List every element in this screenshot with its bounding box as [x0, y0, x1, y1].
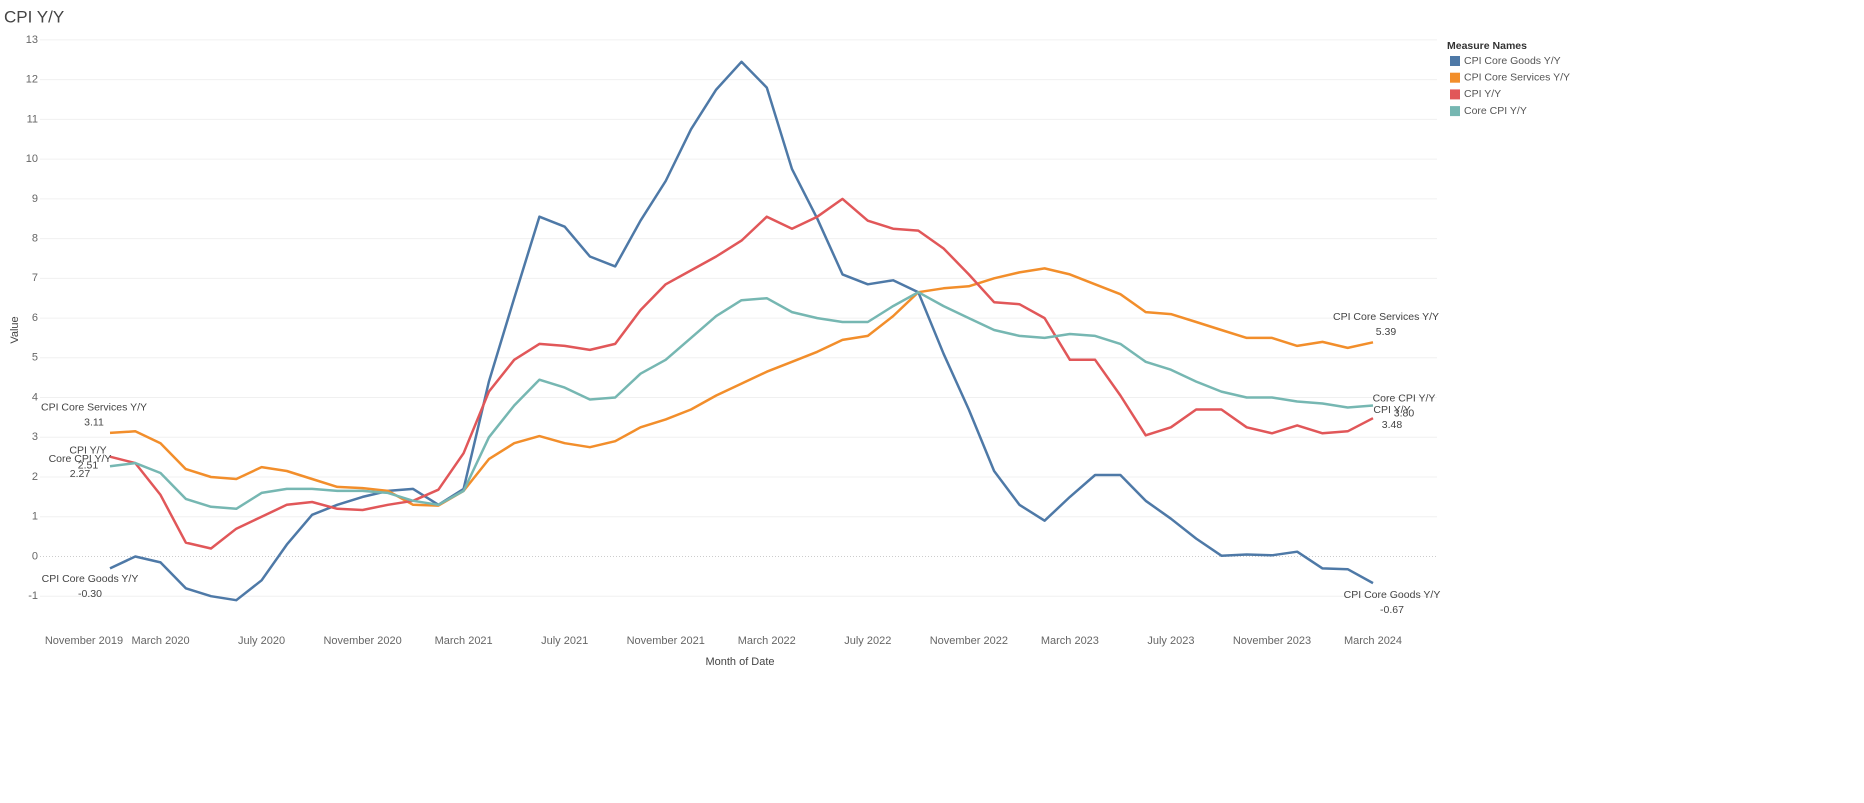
- legend-label: CPI Core Services Y/Y: [1464, 71, 1570, 83]
- x-tick-label: November 2021: [627, 635, 705, 647]
- x-tick-label: March 2024: [1344, 635, 1402, 647]
- x-tick-label: July 2022: [844, 635, 891, 647]
- x-tick-label: March 2020: [131, 635, 189, 647]
- annotation-value: 5.39: [1376, 326, 1397, 338]
- y-tick-label: 13: [26, 34, 38, 46]
- x-tick-label: July 2021: [541, 635, 588, 647]
- annotation-value: 3.11: [84, 417, 104, 429]
- y-tick-label: 1: [32, 511, 38, 523]
- legend-swatch: [1450, 106, 1460, 117]
- y-tick-label: 6: [32, 312, 38, 324]
- annotation-name: CPI Y/Y: [1373, 404, 1410, 416]
- series-line: [109, 197, 1374, 550]
- legend-swatch: [1450, 89, 1460, 100]
- x-tick-label: November 2023: [1233, 635, 1311, 647]
- annotation-value: -0.30: [78, 588, 102, 600]
- y-tick-label: 11: [27, 113, 38, 125]
- series-line: [109, 60, 1374, 602]
- y-tick-label: 4: [32, 391, 38, 403]
- annotation-value: 3.48: [1382, 419, 1403, 431]
- annotation-name: CPI Core Services Y/Y: [1333, 311, 1439, 323]
- annotation-name: CPI Y/Y: [69, 445, 106, 457]
- annotation-name: CPI Core Goods Y/Y: [42, 573, 139, 585]
- x-axis-title: Month of Date: [705, 656, 774, 668]
- x-tick-label: March 2021: [435, 635, 493, 647]
- legend-label: CPI Y/Y: [1464, 88, 1501, 100]
- annotation-value: 3.80: [1394, 407, 1415, 419]
- legend-title: Measure Names: [1447, 40, 1527, 52]
- annotation-value: 2.51: [78, 460, 99, 472]
- y-tick-label: 9: [32, 193, 38, 205]
- x-tick-label: November 2019: [45, 635, 123, 647]
- x-tick-label: March 2023: [1041, 635, 1099, 647]
- series-line: [109, 290, 1374, 511]
- annotation-name: CPI Core Goods Y/Y: [1344, 589, 1441, 601]
- annotation-name: Core CPI Y/Y: [49, 453, 112, 465]
- y-tick-label: 2: [32, 471, 38, 483]
- y-tick-label: 8: [32, 233, 38, 245]
- y-axis-title: Value: [9, 316, 21, 343]
- chart-title: CPI Y/Y: [4, 7, 64, 26]
- x-tick-label: November 2022: [930, 635, 1008, 647]
- annotation-name: CPI Core Services Y/Y: [41, 402, 147, 414]
- legend-label: Core CPI Y/Y: [1464, 105, 1527, 117]
- x-tick-label: July 2023: [1147, 635, 1194, 647]
- y-tick-label: 7: [32, 272, 38, 284]
- legend-swatch: [1450, 72, 1460, 83]
- x-tick-label: July 2020: [238, 635, 285, 647]
- x-tick-label: March 2022: [738, 635, 796, 647]
- legend-label: CPI Core Goods Y/Y: [1464, 55, 1561, 67]
- annotation-value: 2.27: [70, 468, 91, 480]
- y-tick-label: 12: [26, 74, 38, 86]
- y-tick-label: 3: [32, 431, 38, 443]
- y-tick-label: -1: [28, 590, 38, 602]
- annotation-value: -0.67: [1380, 604, 1404, 616]
- series-line: [109, 267, 1374, 507]
- y-tick-label: 10: [26, 153, 38, 165]
- legend-swatch: [1450, 56, 1460, 66]
- y-tick-label: 5: [32, 352, 38, 364]
- y-tick-label: 0: [32, 550, 38, 562]
- x-tick-label: November 2020: [323, 635, 401, 647]
- annotation-name: Core CPI Y/Y: [1373, 392, 1436, 404]
